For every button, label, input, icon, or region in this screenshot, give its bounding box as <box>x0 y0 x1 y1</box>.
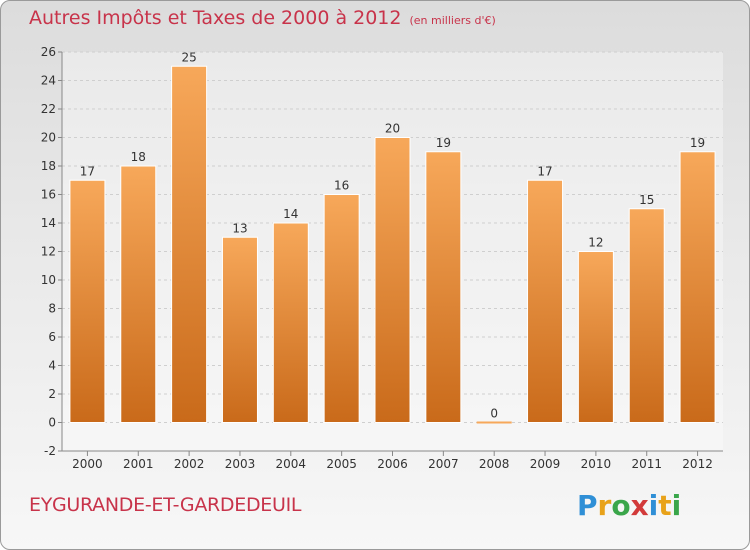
data-label: 0 <box>490 407 498 421</box>
bar <box>679 151 716 423</box>
bar <box>171 65 208 423</box>
y-tick-label: 0 <box>48 416 56 430</box>
data-label: 18 <box>131 150 146 164</box>
x-tick-label: 2009 <box>530 457 561 471</box>
y-tick-label: 12 <box>41 245 56 259</box>
data-label: 19 <box>690 136 705 150</box>
x-tick-label: 2001 <box>123 457 154 471</box>
data-label: 20 <box>385 122 400 136</box>
data-label: 17 <box>537 164 552 178</box>
y-tick-label: 22 <box>41 102 56 116</box>
y-tick-label: 24 <box>41 74 56 88</box>
bar <box>221 236 258 423</box>
proxiti-logo: Proxiti <box>577 489 681 522</box>
logo-letter: i <box>671 489 682 522</box>
y-tick-label: 26 <box>41 45 56 59</box>
logo-letter: r <box>597 489 612 522</box>
chart-subtitle: (en milliers d'€) <box>409 14 496 27</box>
x-tick-label: 2008 <box>479 457 510 471</box>
y-tick-label: -2 <box>44 444 56 458</box>
data-label: 19 <box>436 136 451 150</box>
bar <box>527 179 564 423</box>
data-label: 12 <box>588 236 603 250</box>
logo-letter: P <box>577 489 598 522</box>
bar <box>628 208 665 423</box>
bar <box>374 137 411 423</box>
bar <box>272 222 309 423</box>
data-label: 25 <box>181 50 196 64</box>
y-tick-label: 18 <box>41 159 56 173</box>
y-tick-label: 20 <box>41 131 56 145</box>
bar <box>476 421 512 424</box>
chart-title: Autres Impôts et Taxes de 2000 à 2012 (en… <box>29 7 496 29</box>
data-label: 16 <box>334 179 349 193</box>
chart-title-text: Autres Impôts et Taxes de 2000 à 2012 <box>29 7 402 29</box>
x-tick-label: 2010 <box>581 457 612 471</box>
bar <box>120 165 157 423</box>
data-label: 13 <box>232 221 247 235</box>
y-tick-label: 16 <box>41 188 56 202</box>
y-tick-label: 6 <box>48 330 56 344</box>
bar <box>69 179 106 423</box>
y-tick-label: 8 <box>48 302 56 316</box>
logo-letter: x <box>630 489 649 522</box>
region-name: EYGURANDE-ET-GARDEDEUIL <box>29 494 302 516</box>
data-label: 15 <box>639 193 654 207</box>
x-tick-label: 2002 <box>174 457 205 471</box>
logo-letter: i <box>648 489 659 522</box>
bar <box>323 194 360 423</box>
x-tick-label: 2003 <box>225 457 256 471</box>
y-tick-label: 14 <box>41 216 56 230</box>
x-tick-label: 2000 <box>72 457 103 471</box>
x-tick-label: 2006 <box>377 457 408 471</box>
x-tick-label: 2007 <box>428 457 459 471</box>
x-tick-label: 2011 <box>631 457 662 471</box>
logo-letter: t <box>658 489 672 522</box>
x-tick-label: 2005 <box>326 457 357 471</box>
data-label: 17 <box>80 164 95 178</box>
logo-letter: o <box>611 489 631 522</box>
bar <box>425 151 462 423</box>
y-tick-label: 2 <box>48 387 56 401</box>
y-tick-label: 4 <box>48 359 56 373</box>
x-tick-label: 2004 <box>276 457 307 471</box>
y-tick-label: 10 <box>41 273 56 287</box>
bar <box>577 251 614 423</box>
data-label: 14 <box>283 207 298 221</box>
x-tick-label: 2012 <box>682 457 713 471</box>
